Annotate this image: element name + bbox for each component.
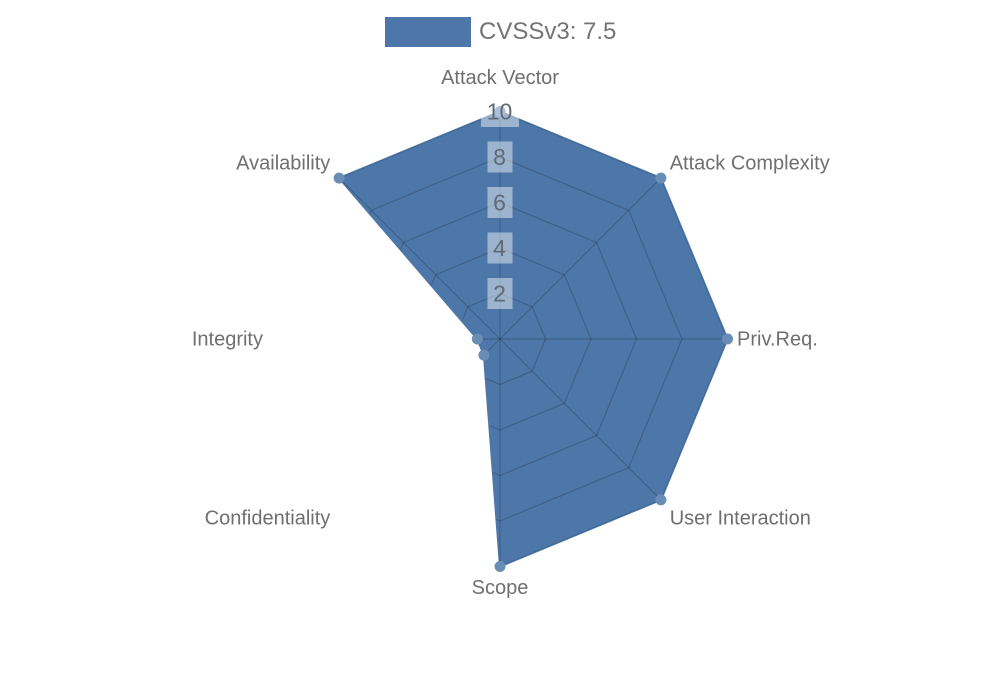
axis-label-attack-complexity: Attack Complexity — [670, 152, 830, 174]
tick-backdrop — [487, 187, 513, 218]
grid-spoke — [339, 177, 501, 340]
data-point-confidentiality[interactable] — [478, 349, 490, 361]
tick-backdrop — [481, 96, 519, 127]
axis-label-attack-vector: Attack Vector — [441, 67, 559, 89]
data-point-scope[interactable] — [494, 561, 506, 572]
tick-backdrop — [487, 278, 513, 309]
tick-label-4: 4 — [493, 235, 506, 261]
grid-spoke — [339, 338, 501, 501]
legend-swatch-icon — [385, 17, 471, 47]
tick-label-6: 6 — [493, 190, 506, 216]
axis-label-availability: Availability — [236, 152, 330, 174]
data-point-attack-complexity[interactable] — [655, 172, 667, 184]
data-point-user-interaction[interactable] — [655, 494, 667, 506]
tick-label-10: 10 — [487, 99, 513, 125]
grid-spoke — [499, 177, 662, 340]
data-point-integrity[interactable] — [471, 333, 483, 345]
axis-label-integrity: Integrity — [192, 329, 263, 351]
grid-spoke — [499, 338, 662, 501]
axis-label-confidentiality: Confidentiality — [205, 507, 331, 529]
tick-label-2: 2 — [493, 281, 506, 307]
data-point-priv-req[interactable] — [722, 333, 733, 345]
axis-label-priv-req: Priv.Req. — [737, 329, 818, 351]
data-point-attack-vector[interactable] — [494, 106, 506, 117]
axis-label-scope: Scope — [472, 577, 529, 599]
tick-backdrop — [487, 141, 513, 173]
legend-label: CVSSv3: 7.5 — [479, 18, 617, 45]
axis-label-user-interaction: User Interaction — [670, 507, 811, 529]
tick-backdrop — [487, 232, 513, 264]
data-point-availability[interactable] — [333, 172, 345, 184]
tick-label-8: 8 — [493, 144, 506, 170]
chart-legend-item[interactable]: CVSSv3: 7.5 — [385, 17, 616, 47]
grid-ring — [453, 292, 547, 386]
